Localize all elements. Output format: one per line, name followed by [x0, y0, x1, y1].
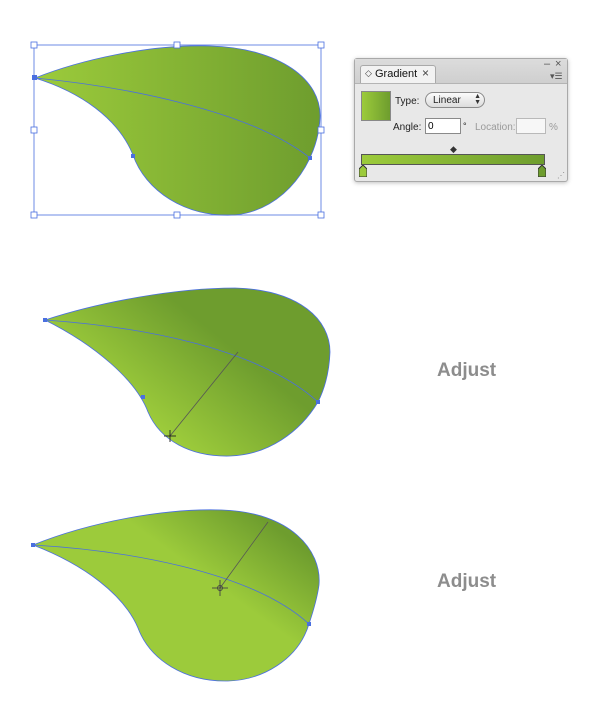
leaf-1[interactable] — [30, 41, 325, 219]
step-2-adjust-label: Adjust — [437, 571, 497, 592]
gradient-fill-swatch[interactable] — [361, 91, 391, 121]
select-arrows-icon: ▲ ▼ — [474, 93, 481, 106]
leaf-1-anchor-left[interactable] — [131, 154, 135, 158]
leaf-2[interactable] — [43, 287, 331, 457]
panel-resize-grip-icon[interactable]: ⋰ — [557, 171, 565, 180]
leaf-2-anchor-right[interactable] — [316, 400, 320, 404]
panel-minimize-icon[interactable]: – — [544, 58, 551, 70]
leaf-3-shape[interactable] — [31, 509, 320, 682]
leaf-1-anchor-tip[interactable] — [32, 75, 37, 80]
location-label: Location: — [475, 122, 516, 133]
gradient-cursor-icon — [164, 430, 176, 442]
angle-input[interactable] — [425, 118, 461, 134]
leaf-1-shape[interactable] — [33, 45, 321, 216]
gradient-ramp-slider[interactable] — [361, 154, 545, 165]
gradient-crosshair-icon — [212, 580, 228, 596]
tab-gradient[interactable]: ◇ Gradient × — [360, 65, 436, 83]
type-label: Type: — [395, 96, 420, 107]
leaf-3[interactable] — [31, 509, 320, 682]
panel-close-icon[interactable]: × — [555, 58, 562, 70]
gradient-annotator-line-2[interactable] — [219, 521, 269, 589]
collapse-diamond-icon[interactable]: ◇ — [365, 68, 372, 78]
type-select-value: Linear — [433, 95, 461, 106]
gradient-stop-right[interactable] — [538, 165, 546, 177]
leaf-3-anchor-tip[interactable] — [31, 543, 35, 547]
angle-label: Angle: — [393, 122, 422, 133]
leaf-1-bbox-handles[interactable] — [30, 41, 325, 219]
degree-symbol: ° — [463, 121, 467, 131]
type-select[interactable]: Linear ▲ ▼ — [425, 92, 485, 108]
tab-gradient-label: Gradient — [375, 68, 418, 80]
leaf-1-anchor-right[interactable] — [308, 156, 312, 160]
panel-menu-icon[interactable]: ▾☰ — [550, 71, 563, 81]
gradient-annotator-line[interactable] — [169, 351, 239, 437]
panel-titlebar[interactable]: ◇ Gradient × – × ▾☰ — [355, 58, 567, 84]
gradient-panel: ◇ Gradient × – × ▾☰ Type: Linear ▲ ▼ Angl… — [354, 58, 568, 182]
location-input[interactable] — [516, 118, 546, 134]
step-1-adjust-label: Adjust — [437, 360, 497, 381]
leaf-3-anchor-right[interactable] — [307, 622, 311, 626]
gradient-stop-left[interactable] — [359, 165, 367, 177]
tab-close-icon[interactable]: × — [422, 66, 430, 80]
leaf-1-vein — [34, 77, 311, 159]
percent-symbol: % — [549, 122, 558, 133]
leaf-2-anchor-tip[interactable] — [43, 318, 47, 322]
leaf-2-shape[interactable] — [43, 287, 331, 457]
leaf-2-vein — [44, 319, 319, 403]
leaf-2-anchor-left[interactable] — [141, 395, 145, 399]
gradient-midpoint-diamond-icon[interactable]: ◆ — [450, 144, 457, 154]
leaf-3-vein — [32, 544, 310, 625]
